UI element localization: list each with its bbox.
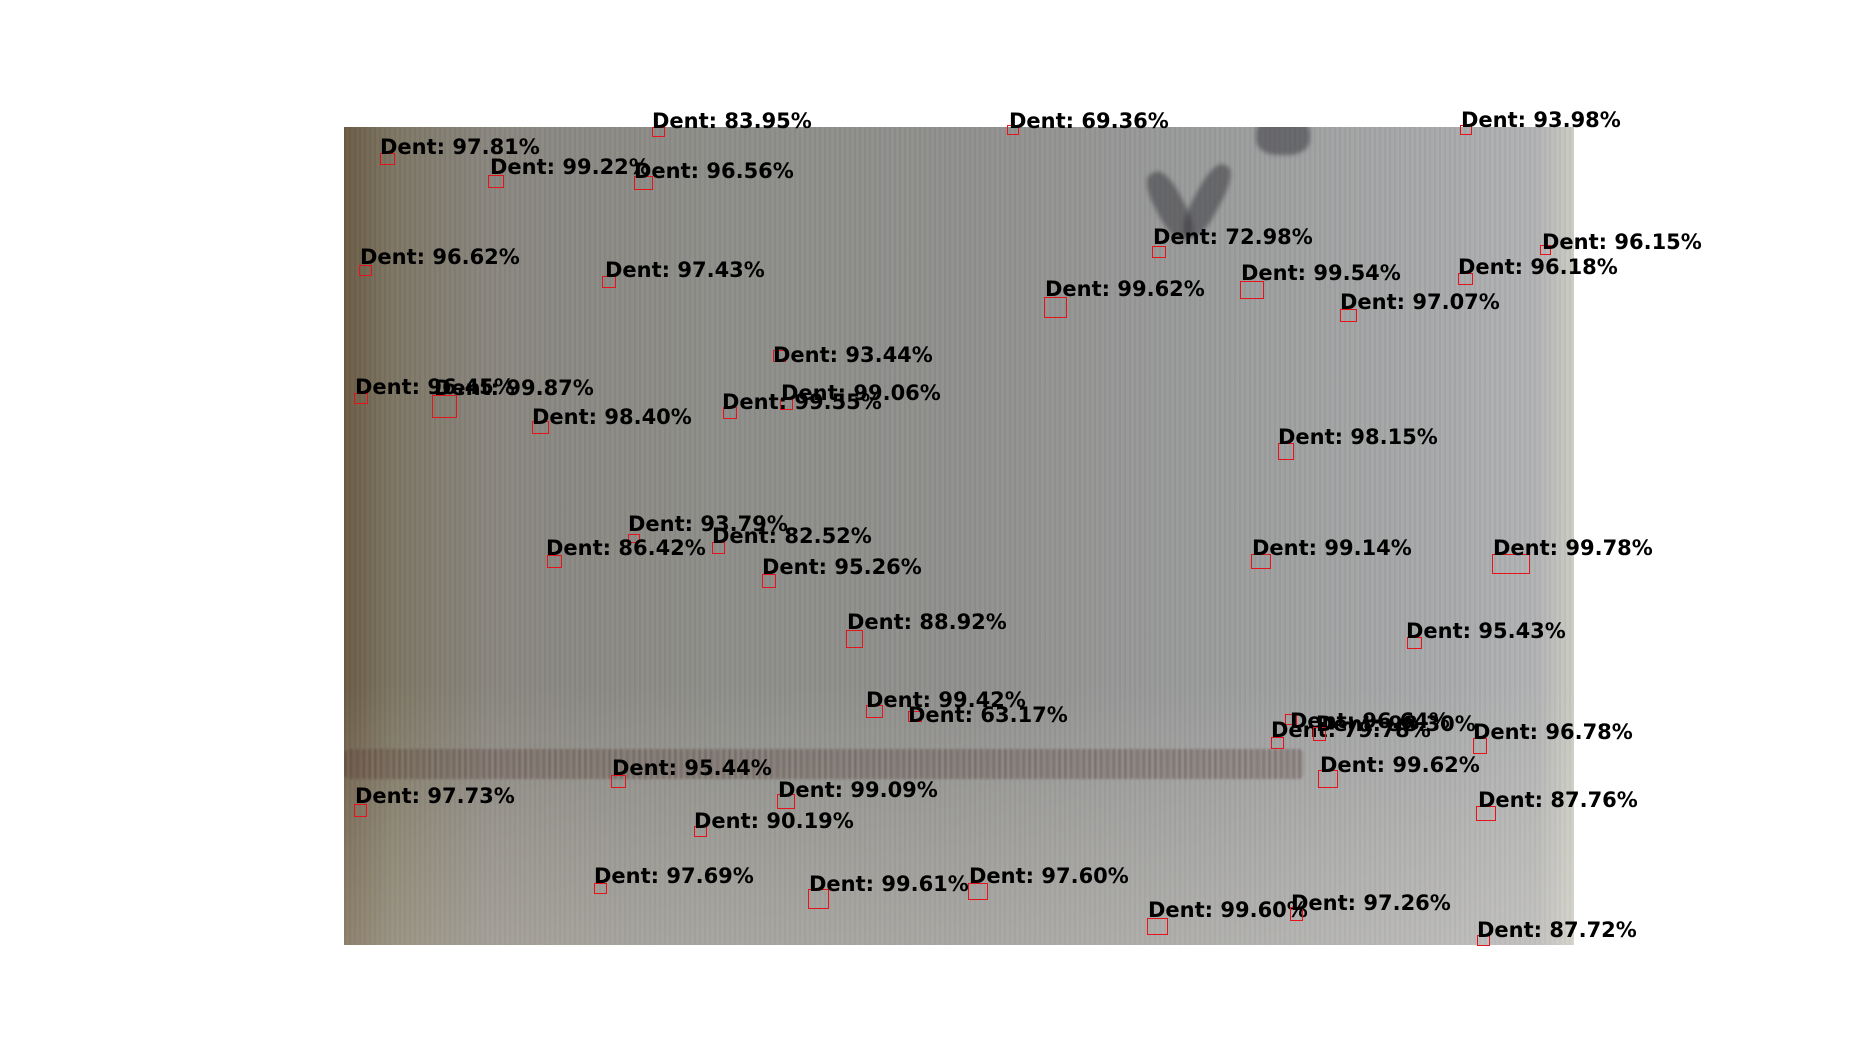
detection-box xyxy=(712,542,725,554)
surface-texture xyxy=(344,127,1574,945)
detection-label: Dent: 96.45% xyxy=(355,375,515,399)
detection-box xyxy=(547,555,562,568)
detection-label: Dent: 69.36% xyxy=(1009,109,1169,133)
scratch-mark xyxy=(344,749,1304,779)
detection-label: Dent: 88.92% xyxy=(847,610,1007,634)
detection-label: Dent: 72.98% xyxy=(1153,225,1313,249)
detection-box xyxy=(1278,443,1294,460)
detection-box xyxy=(652,127,665,137)
detection-label: Dent: 98.40% xyxy=(532,405,692,429)
detection-label: Dent: 83.95% xyxy=(652,109,812,133)
detection-label: Dent: 96.62% xyxy=(360,245,520,269)
detection-label: Dent: 93.98% xyxy=(1461,108,1621,132)
detection-label: Dent: 82.52% xyxy=(712,524,872,548)
detection-box xyxy=(1313,727,1326,741)
detection-box xyxy=(1251,554,1271,569)
detection-label: Dent: 96.78% xyxy=(1473,720,1633,744)
detection-label: Dent: 86.42% xyxy=(546,536,706,560)
detection-label: Dent: 87.76% xyxy=(1478,788,1638,812)
detection-box xyxy=(1285,714,1297,725)
detection-box xyxy=(723,407,737,419)
detection-label: Dent: 99.55% xyxy=(722,390,882,414)
detection-label: Dent: 97.07% xyxy=(1340,290,1500,314)
detection-label: Dent: 97.60% xyxy=(969,864,1129,888)
detection-box xyxy=(1473,738,1487,754)
detection-box xyxy=(594,883,607,894)
detection-box xyxy=(762,574,776,588)
detection-box xyxy=(968,883,988,900)
detection-box xyxy=(1540,245,1551,255)
detection-label: Dent: 96.64% xyxy=(1290,709,1450,733)
detection-label: Dent: 90.19% xyxy=(694,809,854,833)
detection-box xyxy=(611,775,626,788)
detection-box xyxy=(866,705,883,718)
surface-photo xyxy=(344,127,1574,945)
detection-box xyxy=(359,265,372,276)
detection-label: Dent: 99.54% xyxy=(1241,261,1401,285)
detection-box xyxy=(777,794,795,809)
detection-box xyxy=(1318,770,1338,788)
detection-box xyxy=(1152,246,1166,258)
detection-label: Dent: 96.56% xyxy=(634,159,794,183)
detection-label: Dent: 63.17% xyxy=(908,703,1068,727)
detection-box xyxy=(532,421,549,434)
detection-label: Dent: 99.62% xyxy=(1320,753,1480,777)
detection-box xyxy=(1458,273,1473,285)
detection-label: Dent: 79.78% xyxy=(1271,718,1431,742)
detection-label: Dent: 96.18% xyxy=(1458,255,1618,279)
detection-label: Dent: 97.26% xyxy=(1291,891,1451,915)
detection-label: Dent: 99.09% xyxy=(778,778,938,802)
detection-label: Dent: 95.43% xyxy=(1406,619,1566,643)
detection-box xyxy=(908,711,922,722)
detection-label: Dent: 95.26% xyxy=(762,555,922,579)
detection-label: Dent: 99.78% xyxy=(1493,536,1653,560)
detection-label: Dent: 99.22% xyxy=(490,155,650,179)
detection-box xyxy=(1290,907,1303,921)
detection-label: Dent: 99.60% xyxy=(1148,898,1308,922)
detection-label: Dent: 98.30% xyxy=(1316,712,1476,736)
surface-lighting xyxy=(344,685,1574,945)
detection-label: Dent: 97.81% xyxy=(380,135,540,159)
detection-label: Dent: 99.14% xyxy=(1252,536,1412,560)
detection-label: Dent: 99.06% xyxy=(781,381,941,405)
detection-label: Dent: 98.15% xyxy=(1278,425,1438,449)
detection-label: Dent: 97.69% xyxy=(594,864,754,888)
detection-box xyxy=(354,804,367,817)
detection-label: Dent: 97.43% xyxy=(605,258,765,282)
detection-label: Dent: 93.79% xyxy=(628,512,788,536)
detection-box xyxy=(488,175,504,188)
detection-label: Dent: 87.72% xyxy=(1477,918,1637,942)
detection-box xyxy=(780,399,793,410)
detection-box xyxy=(808,889,829,909)
dark-mark-top xyxy=(1256,127,1310,155)
detection-box xyxy=(432,395,457,418)
detection-box xyxy=(1007,125,1019,135)
detection-label: Dent: 99.42% xyxy=(866,688,1026,712)
detection-box xyxy=(634,176,653,190)
detection-label: Dent: 96.15% xyxy=(1542,230,1702,254)
detection-box xyxy=(1340,309,1357,322)
detection-box xyxy=(1044,297,1067,318)
detection-box xyxy=(773,350,786,362)
detection-box xyxy=(1147,918,1168,935)
detection-box xyxy=(1407,637,1422,649)
detection-box xyxy=(380,153,395,165)
detection-box xyxy=(1477,935,1490,946)
detection-label: Dent: 99.62% xyxy=(1045,277,1205,301)
detection-box xyxy=(846,630,863,648)
detection-label: Dent: 99.87% xyxy=(434,376,594,400)
detection-label: Dent: 97.73% xyxy=(355,784,515,808)
detection-label: Dent: 93.44% xyxy=(773,343,933,367)
detection-box xyxy=(602,276,616,288)
detection-box xyxy=(1476,806,1496,821)
detection-box xyxy=(354,393,368,404)
detection-box xyxy=(1271,737,1284,749)
detection-box xyxy=(694,826,707,837)
detection-label: Dent: 99.61% xyxy=(809,872,969,896)
detection-box xyxy=(1460,125,1472,135)
detection-label: Dent: 95.44% xyxy=(612,756,772,780)
detection-box xyxy=(1240,281,1264,299)
detection-box xyxy=(628,534,640,543)
detection-box xyxy=(1492,554,1530,574)
